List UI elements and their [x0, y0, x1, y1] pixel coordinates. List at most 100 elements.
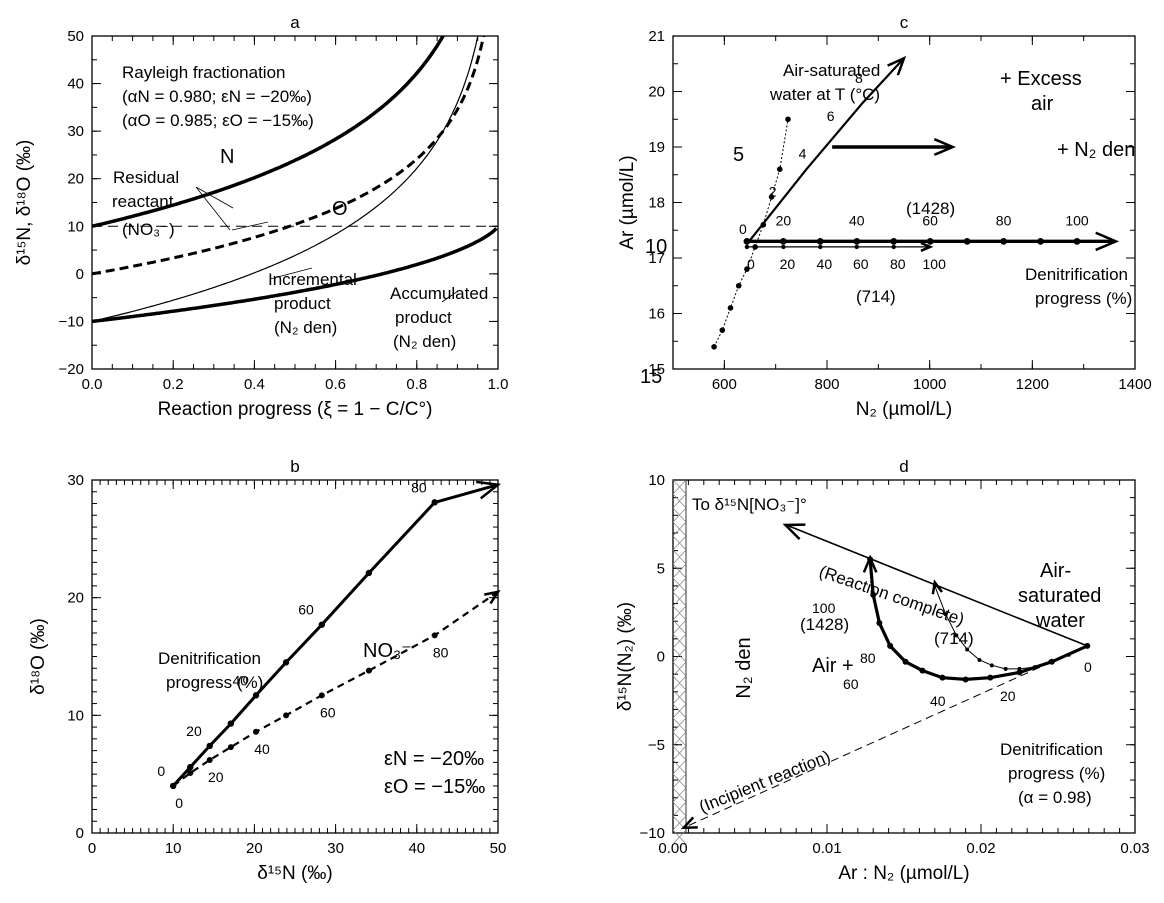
point-label: 60 [853, 256, 869, 272]
point-label: 20 [1000, 688, 1016, 704]
data-point [711, 344, 717, 350]
data-point [902, 658, 909, 665]
point-label: 40 [254, 741, 270, 757]
label-714: (714) [856, 287, 896, 306]
label-O: O [332, 198, 348, 220]
hatch [672, 661, 687, 677]
hatch [672, 549, 687, 565]
hatch [672, 675, 687, 691]
x-tick-label: 0.4 [244, 376, 265, 393]
hatch [672, 787, 687, 803]
hatch [672, 759, 687, 775]
x-axis-label: Reaction progress (ξ = 1 − C/C°) [158, 399, 433, 420]
data-point [1032, 665, 1037, 670]
label-N: N [220, 146, 234, 168]
label-accumulated: (N₂ den) [393, 332, 456, 351]
data-point [1016, 669, 1023, 676]
data-point [252, 692, 260, 699]
data-point [1000, 237, 1007, 245]
data-point [187, 763, 194, 771]
x-tick-label: 0.0 [82, 376, 103, 393]
label-excess-air: + Excess [1000, 68, 1082, 90]
label-air-plus: Air + [812, 655, 854, 677]
point-label: 0 [739, 221, 747, 237]
arrowhead-reaction-complete [782, 523, 806, 540]
x-axis-label: δ¹⁵N (‰) [257, 863, 332, 884]
y-tick-label: 20 [67, 590, 84, 607]
annotation-alphaO: (αO = 0.985; εO = −15‰) [122, 111, 314, 130]
point-label: 4 [799, 146, 807, 162]
label-accumulated: product [395, 308, 452, 327]
data-point [365, 569, 373, 577]
leader-line [441, 290, 459, 303]
data-point [887, 642, 894, 649]
hatch [672, 633, 687, 649]
hatch [672, 717, 687, 733]
leader-line [269, 267, 313, 280]
label-1428: (1428) [800, 615, 849, 634]
label-air-saturated: water at T (°C) [769, 85, 880, 104]
panel-d: 0.00 0.01 0.02 0.03 −10 −5 0 5 10 Ar : N₂ (µmol/L… [615, 457, 1150, 884]
arrowhead-den-1428 [1095, 231, 1120, 252]
point-label: 0 [1084, 659, 1092, 675]
label-residual: reactant [112, 192, 174, 211]
data-point [253, 728, 260, 735]
x-tick-label: 1400 [1118, 376, 1151, 393]
hatch [672, 731, 687, 747]
data-point [876, 619, 883, 626]
point-label: 2 [769, 183, 777, 199]
series-accumulated [92, 227, 498, 324]
data-point [785, 116, 791, 123]
point-label: 40 [849, 212, 865, 228]
panel-letter: c [900, 13, 909, 32]
arrowhead-incipient [680, 816, 698, 830]
label-incipient: (Incipient reaction) [696, 747, 833, 817]
hatch [672, 521, 687, 537]
label-temp-15: 15 [640, 366, 662, 388]
data-point [890, 237, 898, 245]
data-point [1017, 666, 1022, 671]
hatch [672, 703, 687, 719]
y-tick-label: 10 [67, 707, 84, 724]
y-tick-label: 20 [67, 171, 84, 188]
y-axis-label: δ¹⁸O (‰) [28, 618, 49, 695]
point-label: 20 [208, 769, 224, 785]
label-714: (714) [934, 629, 974, 648]
label-1428: (1428) [906, 199, 955, 218]
label-residual: Residual [113, 168, 179, 187]
data-point [977, 658, 982, 663]
label-incremental: Incremental [268, 270, 357, 289]
label-n2den: N₂ den [733, 637, 755, 698]
data-point [919, 667, 926, 674]
label-epsO: εO = −15‰ [384, 776, 485, 798]
arrowhead-dashed [484, 589, 501, 605]
label-progress: progress (%) [1008, 764, 1105, 783]
data-point [954, 633, 959, 638]
data-point [431, 499, 438, 506]
label-air-saturated: water [1035, 610, 1085, 632]
data-point [1073, 237, 1081, 245]
x-tick-label: 1000 [913, 376, 946, 393]
point-label: 20 [186, 723, 202, 739]
y-tick-label: 20 [648, 84, 665, 101]
point-label: 80 [860, 650, 876, 666]
data-point [719, 327, 726, 333]
point-label: 20 [776, 212, 792, 228]
point-label: 60 [298, 602, 314, 618]
arrowhead-thick [862, 554, 878, 573]
x-tick-label: 0.2 [163, 376, 184, 393]
hatch [672, 745, 687, 761]
data-point [743, 237, 751, 245]
leader-line [195, 186, 269, 231]
hatch [672, 493, 687, 509]
x-tick-label: 600 [712, 376, 737, 393]
series-incremental [92, 36, 479, 322]
data-point [1037, 237, 1044, 245]
arrowhead-solid [476, 480, 502, 500]
label-progress: progress (%) [1035, 289, 1132, 308]
data-point [926, 237, 934, 245]
x-tick-label: 30 [327, 840, 344, 857]
hatch [672, 829, 687, 845]
y-tick-label: −5 [648, 737, 665, 754]
